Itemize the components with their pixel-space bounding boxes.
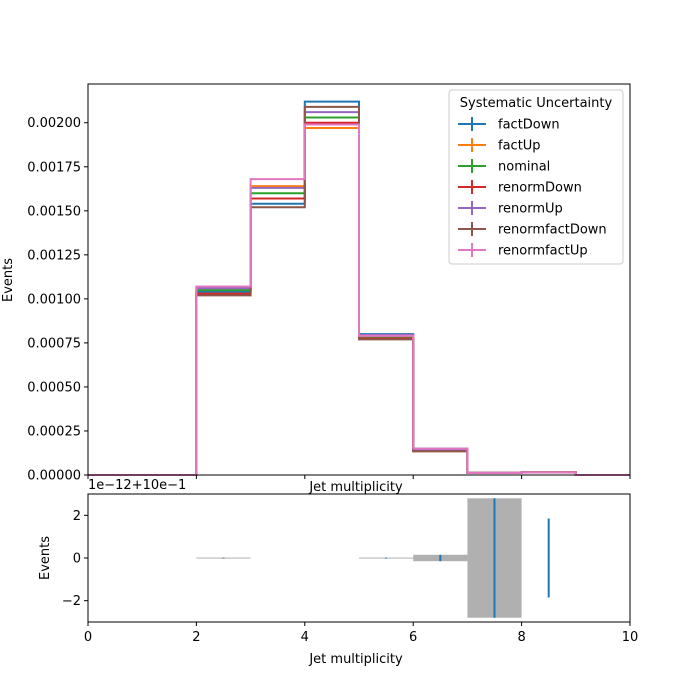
ratio-plot-border [87, 493, 631, 623]
main-y-tick-label: 0.00000 [27, 469, 81, 484]
legend-items: factDown factUp nominal renormDown renormUp r… [458, 117, 607, 259]
ratio-y-ticks: −2 0 2 [62, 509, 88, 609]
legend-title: Systematic Uncertainty [460, 96, 613, 111]
ratio-panel: −2 0 2 0 2 4 6 8 10 1e−12+10e−1 Events Jet mult… [38, 478, 638, 667]
legend-label: renormfactDown [498, 223, 607, 238]
main-y-tick-label: 0.00025 [27, 424, 81, 439]
ratio-x-tick-label: 6 [409, 630, 417, 645]
main-y-tick-label: 0.00150 [27, 204, 81, 219]
series-line-renormfactUp [88, 123, 630, 476]
main-y-axis-label: Events [1, 258, 16, 302]
main-y-tick-label: 0.00050 [27, 380, 81, 395]
ratio-y-tick-label: −2 [62, 594, 81, 609]
ratio-y-axis-label: Events [38, 536, 53, 580]
legend-label: renormfactUp [498, 244, 588, 259]
main-y-tick-label: 0.00100 [27, 292, 81, 307]
main-y-tick-label: 0.00175 [27, 160, 81, 175]
ratio-x-tick-label: 4 [301, 630, 309, 645]
legend-label: factUp [498, 139, 541, 154]
main-plot-border [87, 83, 631, 476]
legend-label: nominal [498, 160, 550, 175]
main-histogram-panel: 0.00000 0.00025 0.00050 0.00075 0.00100 0.001… [1, 83, 631, 495]
legend-label: factDown [498, 118, 560, 133]
ratio-offset-text: 1e−12+10e−1 [88, 478, 186, 493]
main-y-tick-label: 0.00125 [27, 248, 81, 263]
main-x-ticks [87, 475, 631, 479]
ratio-y-tick-label: 0 [73, 552, 81, 567]
legend-box [448, 89, 624, 265]
legend-label: renormUp [498, 202, 563, 217]
legend: Systematic Uncertainty factDown factUp nom… [448, 89, 624, 265]
legend-item-renormUp: renormUp [458, 201, 563, 217]
ratio-y-tick-label: 2 [73, 509, 81, 524]
legend-item-nominal: nominal [458, 159, 550, 175]
legend-label: renormDown [498, 181, 582, 196]
main-y-tick-label: 0.00200 [27, 116, 81, 131]
ratio-x-tick-label: 2 [192, 630, 200, 645]
main-y-tick-label: 0.00075 [27, 336, 81, 351]
legend-item-factDown: factDown [458, 117, 560, 133]
legend-item-renormfactUp: renormfactUp [458, 243, 588, 259]
legend-item-renormfactDown: renormfactDown [458, 222, 607, 238]
histogram-series-group [88, 100, 630, 476]
ratio-x-tick-label: 10 [622, 630, 639, 645]
ratio-x-ticks: 0 2 4 6 8 10 [84, 622, 638, 645]
ratio-x-tick-label: 8 [517, 630, 525, 645]
main-x-axis-label: Jet multiplicity [308, 480, 403, 495]
legend-item-renormDown: renormDown [458, 180, 582, 196]
legend-item-factUp: factUp [458, 138, 541, 154]
ratio-x-axis-label: Jet multiplicity [308, 652, 403, 667]
ratio-x-tick-label: 0 [84, 630, 92, 645]
ratio-points [222, 498, 550, 618]
main-y-ticks: 0.00000 0.00025 0.00050 0.00075 0.00100 0.001… [27, 116, 88, 484]
